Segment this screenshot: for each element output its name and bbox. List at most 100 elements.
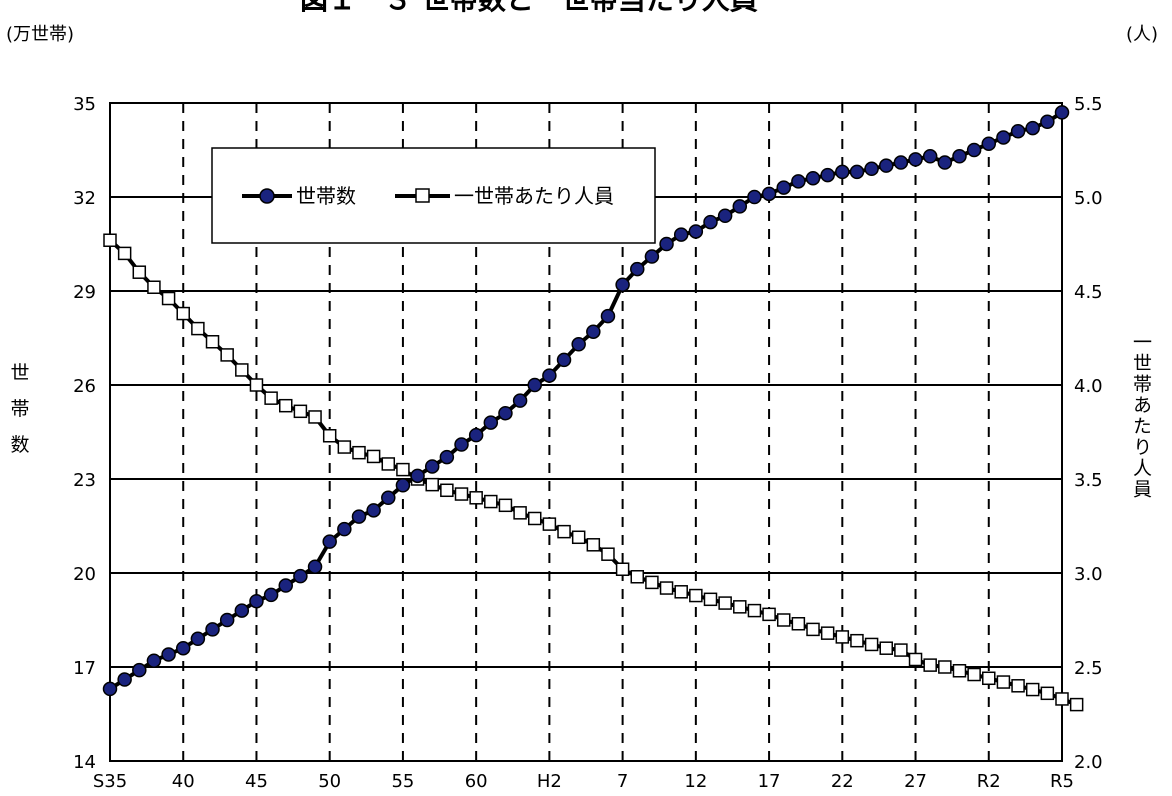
households-point [1040, 114, 1055, 130]
households-point [307, 559, 323, 574]
persons-point [440, 483, 454, 498]
persons-point [161, 291, 176, 306]
persons-point [996, 675, 1011, 689]
persons-point [938, 660, 952, 674]
households-point [190, 631, 206, 647]
persons-point [498, 498, 513, 513]
households-point [732, 199, 748, 214]
persons-point [425, 477, 439, 492]
x-tick-label: 27 [904, 771, 927, 792]
households-point [717, 208, 733, 224]
legend-persons-label: 一世帯あたり人員 [454, 184, 614, 208]
persons-point [645, 575, 659, 590]
left-axis-label: 世帯数 [10, 362, 30, 456]
households-point [542, 368, 557, 383]
households-point [952, 149, 967, 164]
series-persons-line [108, 238, 1078, 707]
households-point [556, 352, 572, 368]
persons-point [674, 585, 688, 599]
persons-point [176, 306, 190, 321]
households-point [410, 468, 425, 484]
households-point [527, 377, 542, 393]
households-point [981, 136, 997, 151]
persons-point [689, 588, 703, 603]
households-point [161, 647, 176, 662]
persons-point [352, 445, 366, 460]
left-tick-label: 23 [73, 470, 96, 491]
households-point [673, 227, 689, 242]
persons-point [718, 596, 732, 610]
households-point [498, 405, 513, 421]
persons-point [776, 613, 791, 627]
persons-point [191, 321, 205, 336]
households-point [849, 164, 865, 180]
persons-point [733, 600, 747, 614]
households-point [117, 672, 132, 687]
persons-point [264, 391, 278, 405]
persons-point [703, 592, 718, 607]
persons-point [1011, 679, 1025, 693]
persons-point [850, 633, 864, 648]
households-point [878, 158, 894, 173]
right-tick-label: 4.5 [1074, 282, 1103, 303]
households-point [293, 568, 308, 584]
households-point [205, 622, 220, 637]
households-point [688, 224, 704, 239]
persons-point [1025, 682, 1040, 697]
persons-point [659, 581, 674, 595]
households-point [322, 534, 337, 549]
persons-point [249, 378, 264, 392]
households-point [761, 186, 777, 202]
persons-point [279, 398, 293, 413]
households-point [630, 261, 645, 277]
households-point [586, 324, 601, 339]
households-point [1025, 120, 1040, 136]
left-axis-unit: (万世帯) [6, 24, 75, 45]
households-point [996, 130, 1011, 145]
left-tick-label: 29 [73, 282, 96, 303]
households-point [615, 277, 630, 292]
x-tick-label: S35 [93, 771, 127, 792]
households-point [864, 161, 879, 177]
persons-point [132, 265, 147, 279]
x-tick-label: 60 [465, 771, 488, 792]
persons-point [293, 404, 308, 419]
persons-point [571, 530, 586, 545]
persons-point [864, 637, 879, 652]
x-tick-label: 12 [684, 771, 707, 792]
persons-point [923, 658, 937, 672]
right-tick-label: 3.0 [1074, 564, 1103, 585]
persons-point [454, 487, 469, 501]
households-point [644, 249, 660, 264]
households-point [747, 189, 762, 205]
left-tick-label: 35 [73, 94, 96, 115]
households-point [132, 662, 147, 678]
persons-point [1040, 686, 1055, 701]
right-tick-label: 3.5 [1074, 470, 1103, 491]
persons-point [806, 622, 820, 637]
households-point [805, 170, 821, 186]
persons-point [791, 617, 806, 631]
households-point [454, 437, 469, 452]
persons-point [615, 562, 630, 576]
households-point [234, 603, 250, 618]
persons-point [220, 348, 234, 362]
households-point [337, 521, 352, 537]
persons-point [147, 280, 161, 294]
households-point [146, 653, 162, 668]
persons-point [469, 491, 483, 505]
persons-point [381, 457, 396, 471]
persons-point [557, 524, 571, 539]
households-point [820, 167, 835, 183]
persons-point [513, 506, 527, 520]
persons-point [527, 511, 542, 526]
persons-point [103, 233, 117, 247]
legend-households-marker [259, 188, 275, 204]
households-point [966, 142, 982, 158]
persons-point [879, 641, 893, 655]
persons-point [820, 626, 835, 640]
households-point [512, 393, 528, 408]
persons-point [205, 335, 220, 349]
x-tick-label: 55 [391, 771, 414, 792]
right-axis-label: 一世帯あたり人員 [1130, 332, 1152, 500]
